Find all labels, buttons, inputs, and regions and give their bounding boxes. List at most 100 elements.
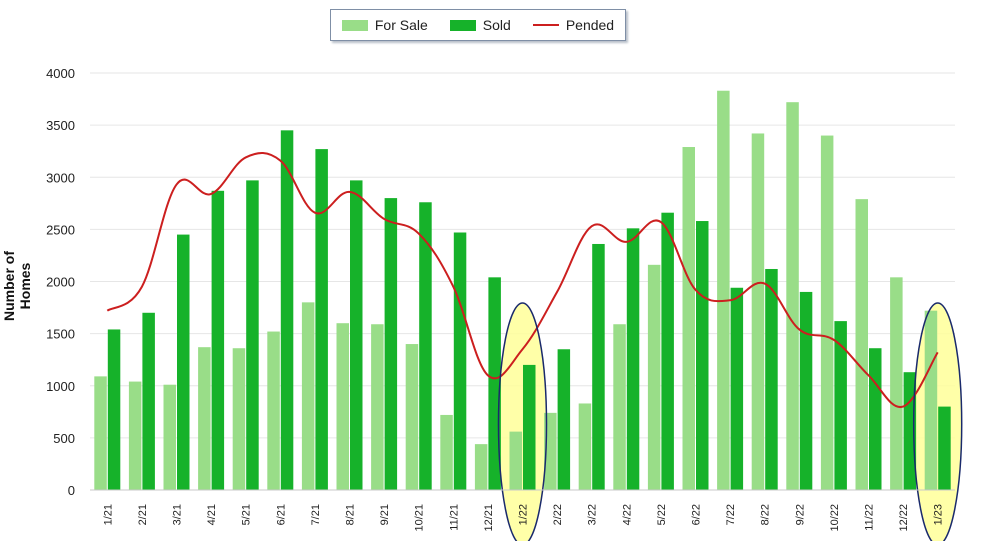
bar-sold <box>799 291 813 490</box>
x-tick-label: 2/21 <box>137 504 149 525</box>
bar-for-sale <box>301 302 315 490</box>
x-tick-label: 6/22 <box>691 504 703 525</box>
x-tick-label: 11/21 <box>448 504 460 531</box>
x-tick-label: 10/21 <box>414 504 426 532</box>
bar-sold <box>246 180 259 490</box>
bar-sold <box>661 212 674 490</box>
x-tick-label: 9/22 <box>794 504 806 525</box>
highlight-outline <box>497 302 548 541</box>
bar-sold <box>142 312 155 490</box>
pended-swatch <box>532 24 559 26</box>
bar-sold <box>730 287 744 490</box>
bar-for-sale <box>855 199 868 490</box>
bar-for-sale <box>232 348 246 490</box>
x-tick-label: 5/21 <box>241 504 253 525</box>
bar-for-sale <box>647 264 661 490</box>
x-tick-label: 10/22 <box>829 504 841 532</box>
y-tick-label: 1000 <box>46 379 75 394</box>
bar-for-sale <box>682 147 695 490</box>
bar-sold <box>869 348 882 490</box>
bar-sold <box>315 149 328 491</box>
legend-item-pended: Pended <box>532 17 615 33</box>
bar-sold <box>938 406 951 490</box>
x-tick-label: 11/22 <box>864 504 876 531</box>
y-tick-label: 3000 <box>46 170 75 185</box>
legend-item-for-sale: For Sale <box>341 17 428 33</box>
sold-swatch <box>449 19 476 31</box>
bar-for-sale <box>613 324 626 490</box>
x-tick-label: 3/22 <box>587 504 599 525</box>
pended-line <box>106 152 939 408</box>
bar-for-sale <box>440 414 453 490</box>
bar-sold <box>280 130 294 490</box>
x-tick-label: 7/21 <box>310 504 322 525</box>
bar-sold <box>523 364 536 490</box>
legend-item-sold: Sold <box>449 17 511 33</box>
y-tick-label: 2500 <box>46 222 75 237</box>
bar-for-sale <box>371 324 384 490</box>
x-tick-label: 7/22 <box>725 504 737 525</box>
x-tick-label: 1/21 <box>102 504 114 525</box>
bar-for-sale <box>717 90 730 490</box>
x-tick-label: 9/21 <box>379 504 391 525</box>
bar-sold <box>765 268 778 490</box>
bar-for-sale <box>94 376 107 490</box>
y-tick-label: 2000 <box>46 275 75 290</box>
bar-for-sale <box>890 277 903 490</box>
bar-for-sale <box>820 135 834 491</box>
x-tick-label: 5/22 <box>656 504 668 525</box>
legend-label-pended: Pended <box>565 17 615 33</box>
bar-for-sale <box>578 403 592 490</box>
bar-sold <box>419 202 432 490</box>
y-tick-label: 0 <box>68 483 75 498</box>
bar-sold <box>592 243 605 490</box>
bar-for-sale <box>405 344 419 490</box>
bar-sold <box>696 221 709 490</box>
highlight-outlines <box>497 302 963 541</box>
bar-sold <box>350 180 363 490</box>
legend-label-for-sale: For Sale <box>374 17 428 33</box>
bar-sold <box>177 234 190 490</box>
bar-sold <box>453 232 467 490</box>
bar-for-sale <box>267 331 280 490</box>
x-tick-label: 8/22 <box>760 504 772 525</box>
x-tick-label: 3/21 <box>172 504 184 525</box>
bar-sold <box>107 329 121 490</box>
axes: 0 500 1000 1500 2000 2500 3000 3500 4000 1/21 2/21… <box>46 66 955 532</box>
x-tick-label: 12/21 <box>483 504 495 532</box>
x-tick-label: 4/21 <box>206 504 218 525</box>
bar-for-sale <box>163 384 176 490</box>
bar-sold <box>384 198 398 490</box>
x-tick-label: 2/22 <box>552 504 564 525</box>
bar-sold <box>626 228 640 490</box>
bar-for-sale <box>786 102 799 490</box>
legend: For Sale Sold Pended <box>330 9 626 41</box>
bar-for-sale <box>509 431 522 490</box>
bar-for-sale <box>198 347 211 490</box>
bar-sold <box>211 190 225 491</box>
x-tick-label: 1/23 <box>933 504 945 525</box>
bar-for-sale <box>924 310 938 490</box>
x-tick-label: 8/21 <box>345 504 357 525</box>
bar-sold <box>834 321 847 490</box>
for-sale-swatch <box>341 19 368 31</box>
y-axis-label: Number of Homes <box>1 251 33 321</box>
bar-for-sale <box>751 133 765 490</box>
y-tick-label: 3500 <box>46 118 75 133</box>
legend-label-sold: Sold <box>482 17 511 33</box>
bar-for-sale <box>544 412 557 490</box>
highlight-outline <box>912 302 963 541</box>
bar-sold <box>488 277 501 490</box>
y-tick-label: 500 <box>53 431 75 446</box>
bar-for-sale <box>128 381 142 490</box>
pended-line-path <box>106 152 939 408</box>
y-tick-label: 4000 <box>46 66 75 81</box>
y-tick-label: 1500 <box>46 327 75 342</box>
bar-sold <box>557 349 571 490</box>
x-tick-label: 6/21 <box>275 504 287 525</box>
bar-for-sale <box>474 444 488 490</box>
x-tick-label: 1/22 <box>518 504 530 525</box>
x-tick-label: 12/22 <box>898 504 910 532</box>
bar-sold <box>903 372 917 490</box>
